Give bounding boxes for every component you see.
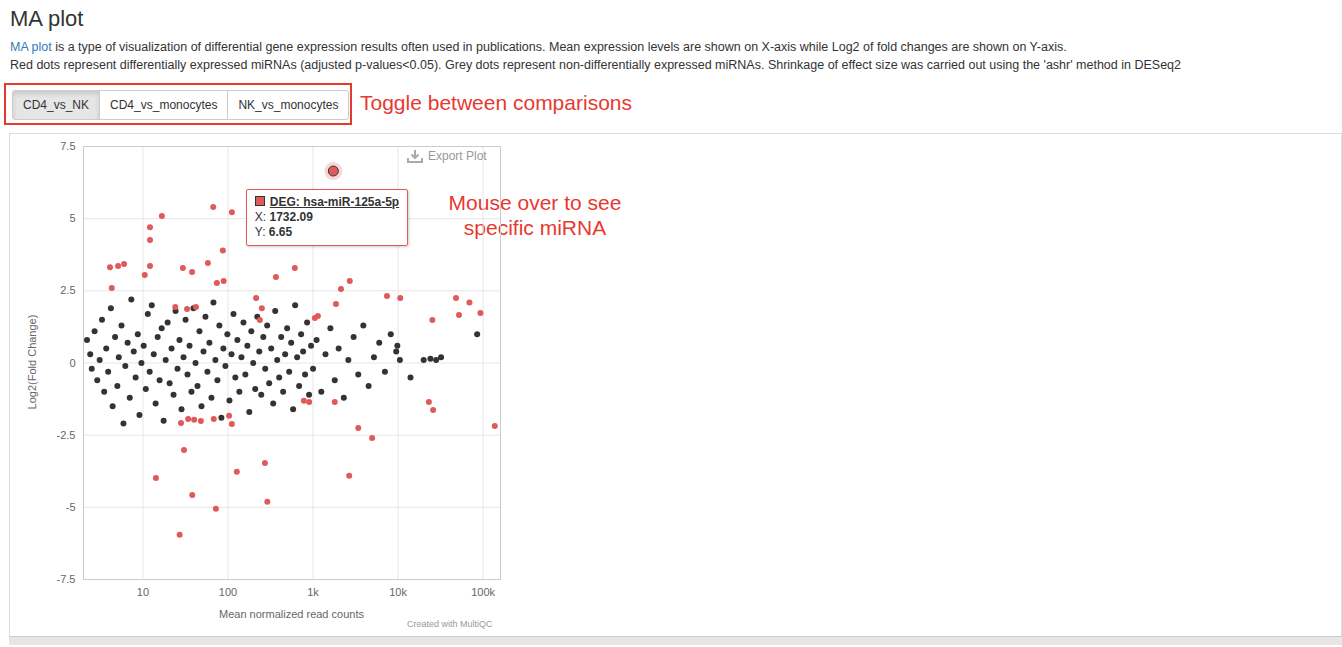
html-text:MA plot: MA plot (10, 6, 84, 31)
svg-text:10: 10 (137, 586, 149, 598)
svg-text:100k: 100k (471, 586, 495, 598)
html-text:Toggle between comparisons: Toggle between comparisons (360, 91, 632, 114)
html-text:Export Plot: Export Plot (428, 149, 487, 163)
html-text:X: 1732.09: X: 1732.09 (254, 209, 313, 224)
svg-text:7.5: 7.5 (60, 140, 75, 152)
svg-text:5: 5 (69, 212, 75, 224)
html-text:MA plot is a type of visualiza: MA plot is a type of visualization of di… (10, 40, 1067, 54)
html-text:Mouse over to see: Mouse over to see (448, 191, 622, 214)
svg-text:10k: 10k (389, 586, 407, 598)
html-text:DEG: hsa-miR-125a-5p: DEG: hsa-miR-125a-5p (269, 194, 400, 209)
html-text:NK_vs_monocytes: NK_vs_monocytes (238, 98, 339, 112)
svg-text:2.5: 2.5 (60, 284, 75, 296)
svg-text:1k: 1k (307, 586, 319, 598)
html-text:specific miRNA: specific miRNA (463, 216, 607, 239)
html-text:Log2(Fold Change): Log2(Fold Change) (26, 314, 38, 409)
html-text:Created with MultiQC: Created with MultiQC (407, 619, 493, 629)
svg-text:100: 100 (219, 586, 237, 598)
html-text:Y: 6.65: Y: 6.65 (254, 224, 293, 239)
html-text:CD4_vs_NK: CD4_vs_NK (23, 98, 89, 112)
html-text:Red dots represent differentia: Red dots represent differentially expres… (10, 58, 1181, 72)
html-text:CD4_vs_monocytes: CD4_vs_monocytes (110, 98, 218, 112)
html-text:Mean normalized read counts: Mean normalized read counts (219, 608, 364, 620)
svg-text:0: 0 (69, 357, 75, 369)
svg-text:-7.5: -7.5 (57, 573, 76, 585)
svg-text:-5: -5 (66, 501, 76, 513)
svg-text:-2.5: -2.5 (57, 429, 76, 441)
